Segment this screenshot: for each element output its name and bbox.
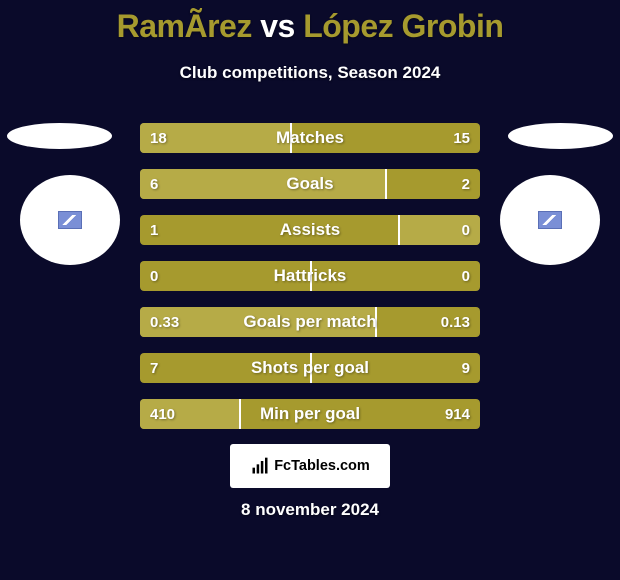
comparison-title: RamÃ­rez vs López Grobin [0,0,620,45]
stat-value-right: 9 [462,353,470,383]
stat-row: 1815Matches [140,123,480,153]
stat-divider [375,307,377,337]
date-label: 8 november 2024 [0,500,620,520]
player2-avatar [500,175,600,265]
stat-row: 10Assists [140,215,480,245]
stat-value-left: 7 [150,353,158,383]
brand-text: FcTables.com [274,458,370,474]
subtitle: Club competitions, Season 2024 [0,63,620,83]
stat-value-left: 1 [150,215,158,245]
stat-fill-left [140,399,239,429]
brand-badge: FcTables.com [230,444,390,488]
stat-fill-left [140,169,385,199]
stat-fill-left [140,307,375,337]
stat-fill-right [398,215,480,245]
player1-flag [7,123,112,149]
stat-divider [398,215,400,245]
stat-divider [385,169,387,199]
stat-row: 62Goals [140,169,480,199]
stat-value-right: 2 [462,169,470,199]
stat-divider [310,353,312,383]
placeholder-image-icon [58,211,82,229]
stat-row: 00Hattricks [140,261,480,291]
stat-value-right: 914 [445,399,470,429]
vs-label: vs [260,8,295,44]
stat-row: 410914Min per goal [140,399,480,429]
stat-value-right: 0 [462,261,470,291]
player1-avatar [20,175,120,265]
stat-divider [290,123,292,153]
stats-bars-container: 1815Matches62Goals10Assists00Hattricks0.… [140,123,480,445]
player2-name: López Grobin [303,8,503,44]
brand-chart-icon [250,456,270,476]
stat-divider [239,399,241,429]
stat-value-right: 0.13 [441,307,470,337]
player1-name: RamÃ­rez [117,8,252,44]
stat-value-left: 0 [150,261,158,291]
stat-row: 0.330.13Goals per match [140,307,480,337]
stat-value-right: 15 [453,123,470,153]
stat-divider [310,261,312,291]
stat-row: 79Shots per goal [140,353,480,383]
stat-fill-left [140,123,290,153]
player2-flag [508,123,613,149]
placeholder-image-icon [538,211,562,229]
